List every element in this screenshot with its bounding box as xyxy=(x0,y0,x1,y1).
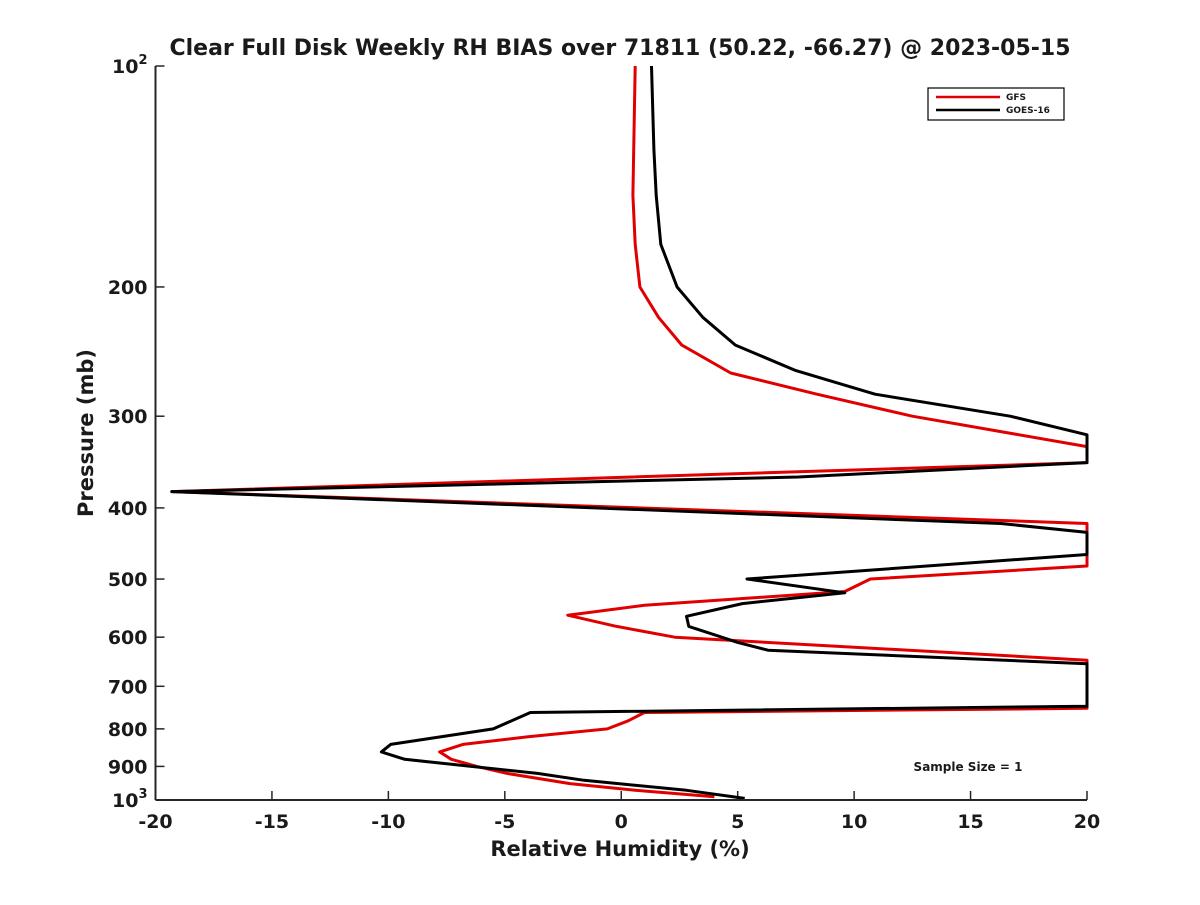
y-tick-base: 500 xyxy=(108,569,148,591)
x-tick-label: 10 xyxy=(841,811,867,833)
y-tick-base: 600 xyxy=(108,627,148,649)
y-tick-label: 200 xyxy=(108,277,148,299)
y-tick-label: 500 xyxy=(108,569,148,591)
y-tick-label: 600 xyxy=(108,627,148,649)
x-tick-label: 0 xyxy=(615,811,628,833)
y-tick-base: 10 xyxy=(112,56,138,78)
y-tick-exponent: 2 xyxy=(138,53,147,68)
x-tick-label: -20 xyxy=(138,811,172,833)
y-tick-label: 103 xyxy=(112,787,148,812)
x-tick-label: -5 xyxy=(494,811,515,833)
y-tick-label: 102 xyxy=(112,53,148,78)
legend: GFS GOES-16 xyxy=(927,87,1065,121)
chart-title: Clear Full Disk Weekly RH BIAS over 7181… xyxy=(169,36,1070,61)
y-tick-base: 10 xyxy=(112,790,138,812)
y-axis-label: Pressure (mb) xyxy=(74,349,98,517)
y-tick-base: 300 xyxy=(108,406,148,428)
legend-label-gfs: GFS xyxy=(1006,93,1026,103)
legend-box xyxy=(927,87,1065,121)
y-tick-base: 400 xyxy=(108,498,148,520)
y-tick-label: 700 xyxy=(108,676,148,698)
x-tick-label: 15 xyxy=(957,811,983,833)
legend-label-goes16: GOES-16 xyxy=(1006,106,1050,116)
sample-size-annotation: Sample Size = 1 xyxy=(914,760,1023,774)
y-tick-label: 900 xyxy=(108,756,148,778)
series-lines xyxy=(170,65,1089,800)
y-tick-base: 800 xyxy=(108,719,148,741)
series-line-gfs xyxy=(170,65,1089,799)
x-tick-label: 5 xyxy=(731,811,744,833)
x-tick-label: -15 xyxy=(255,811,289,833)
y-tick-base: 900 xyxy=(108,756,148,778)
x-axis-label: Relative Humidity (%) xyxy=(490,837,749,861)
y-tick-label: 300 xyxy=(108,406,148,428)
x-tick-label: -10 xyxy=(371,811,405,833)
y-tick-exponent: 3 xyxy=(138,787,147,802)
y-tick-base: 700 xyxy=(108,676,148,698)
axis-ticks: -20 -15 -10 -5 0 5 10 15 20102200300400500600700… xyxy=(108,53,1100,833)
series-line-goes16 xyxy=(170,65,1089,800)
x-tick-label: 20 xyxy=(1074,811,1100,833)
y-tick-label: 400 xyxy=(108,498,148,520)
y-tick-label: 800 xyxy=(108,719,148,741)
y-tick-base: 200 xyxy=(108,277,148,299)
